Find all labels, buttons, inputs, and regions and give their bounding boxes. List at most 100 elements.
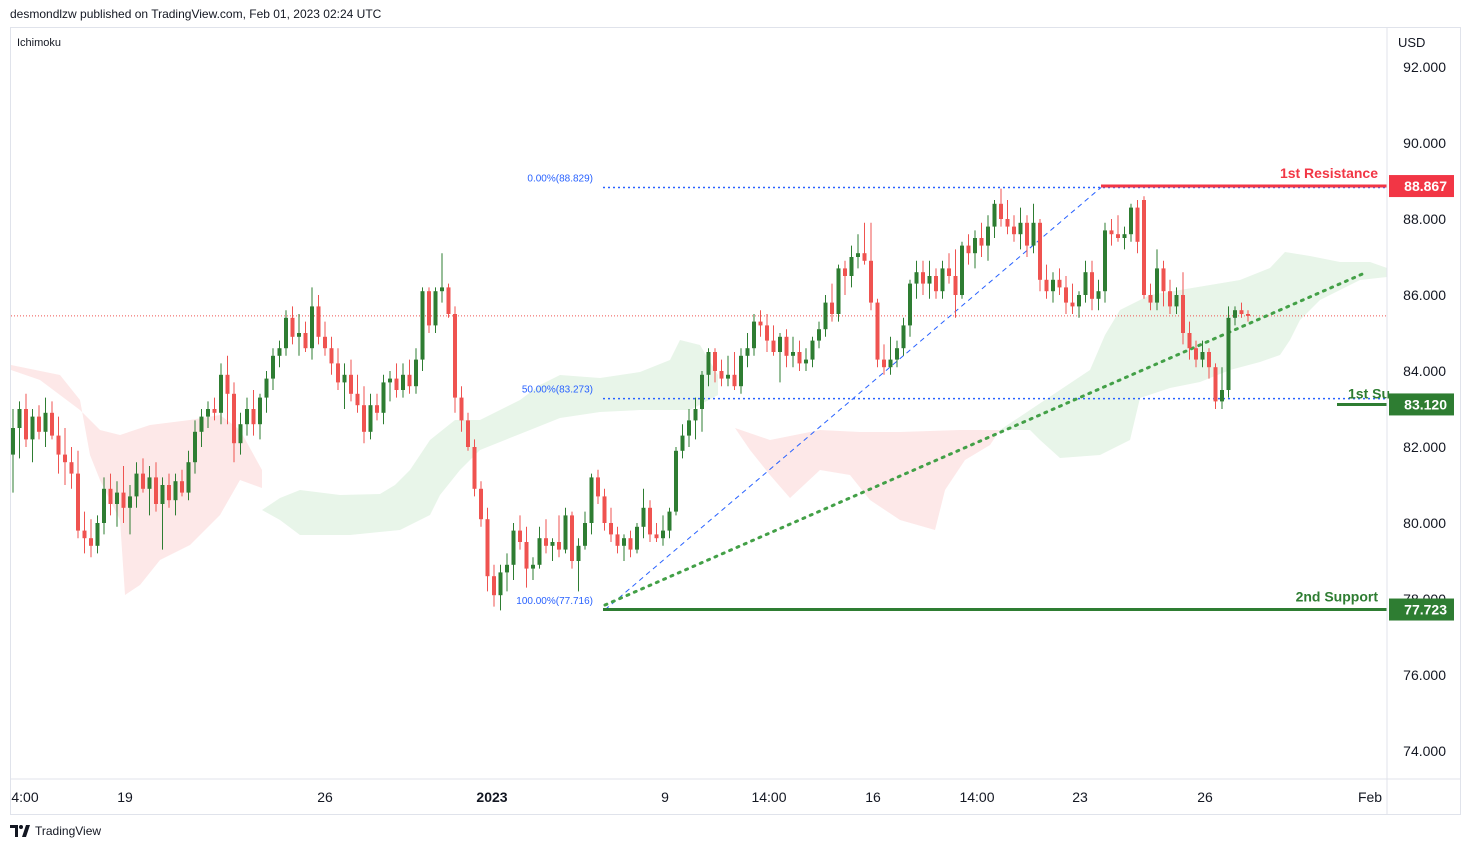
candle-body — [1155, 268, 1159, 303]
candle-body — [115, 492, 119, 504]
candle-up — [245, 397, 249, 436]
candle-up — [849, 245, 854, 288]
candle-down — [869, 222, 873, 311]
candle-down — [615, 526, 620, 554]
candle-down — [427, 287, 431, 333]
y-tick-label: 84.000 — [1403, 363, 1446, 379]
candle-down — [875, 298, 880, 368]
candle-down — [1064, 276, 1068, 314]
candle-down — [472, 439, 477, 497]
candle-body — [1168, 291, 1172, 307]
support-trendline — [603, 270, 1369, 607]
candle-down — [1057, 268, 1062, 295]
candle-down — [121, 466, 126, 523]
candle-body — [180, 481, 184, 493]
candle-body — [966, 245, 971, 254]
candle-up — [940, 260, 945, 299]
candle-down — [999, 188, 1003, 227]
candle-down — [167, 473, 171, 508]
candle-body — [427, 291, 431, 326]
candle-down — [953, 249, 958, 318]
candle-body — [1051, 279, 1055, 292]
candle-down — [1239, 302, 1244, 318]
candle-body — [511, 530, 516, 565]
tradingview-logo-icon[interactable] — [10, 824, 30, 838]
axis-currency-label: USD — [1398, 35, 1425, 50]
candle-body — [1220, 390, 1224, 402]
candle-up — [1077, 291, 1081, 318]
candle-up — [102, 477, 106, 535]
x-tick-label: 4:00 — [11, 789, 38, 805]
resistance-1-label: 1st Resistance — [1280, 165, 1378, 181]
candle-body — [310, 306, 314, 349]
candle-up — [1083, 260, 1088, 303]
candle-up — [401, 363, 405, 398]
chart-pane[interactable] — [10, 27, 1461, 815]
candle-down — [76, 450, 80, 539]
candle-body — [1129, 207, 1133, 235]
candle-body — [1213, 367, 1218, 402]
footer-brand[interactable]: TradingView — [35, 824, 102, 838]
candle-body — [1135, 207, 1140, 242]
candle-body — [927, 276, 932, 284]
candle-down — [602, 488, 607, 531]
candle-body — [271, 355, 275, 379]
candle-up — [1155, 249, 1159, 311]
candle-down — [232, 382, 236, 463]
candle-up — [901, 317, 906, 356]
candle-body — [459, 397, 464, 421]
candle-down — [375, 393, 379, 421]
candle-body — [375, 405, 379, 413]
candle-down — [557, 515, 561, 558]
candle-up — [973, 230, 977, 269]
price-badge-bg — [1389, 598, 1454, 621]
candle-body — [843, 268, 847, 276]
candle-body — [732, 374, 737, 387]
candle-body — [830, 302, 834, 314]
candle-up — [511, 523, 516, 580]
candle-body — [199, 416, 204, 432]
candle-body — [498, 572, 503, 596]
candle-body — [1005, 219, 1010, 227]
candle-body — [765, 325, 769, 341]
candle-up — [414, 348, 418, 394]
candle-body — [167, 485, 171, 501]
candle-body — [362, 405, 366, 432]
candle-up — [342, 363, 347, 409]
candle-up — [739, 348, 743, 394]
candle-body — [921, 272, 925, 284]
candle-up — [440, 253, 444, 303]
candle-down — [349, 359, 353, 402]
candle-body — [609, 523, 613, 535]
candle-down — [251, 390, 256, 436]
price-badge: 77.723 — [1389, 598, 1454, 621]
candle-body — [719, 371, 724, 379]
candle-body — [544, 538, 548, 546]
candle-body — [1226, 317, 1231, 390]
candle-up — [674, 447, 678, 516]
candle-down — [50, 401, 54, 440]
candle-body — [206, 409, 210, 417]
candle-body — [466, 420, 470, 447]
candle-body — [1233, 310, 1237, 318]
x-tick-label: 23 — [1072, 789, 1088, 805]
candle-down — [797, 340, 802, 371]
candle-down — [1012, 215, 1016, 242]
candle-up — [388, 371, 392, 402]
candle-body — [11, 428, 15, 455]
candle-up — [433, 287, 438, 333]
candle-body — [895, 348, 899, 360]
candle-body — [986, 226, 990, 246]
candle-down — [56, 416, 61, 474]
candle-body — [381, 382, 386, 413]
candle-body — [342, 374, 347, 383]
candle-up — [30, 409, 35, 463]
candle-body — [557, 542, 561, 550]
candle-body — [63, 454, 67, 463]
candle-body — [1057, 279, 1062, 288]
x-tick-label: 9 — [661, 789, 669, 805]
candle-body — [1064, 287, 1068, 303]
candle-body — [661, 530, 665, 539]
candle-body — [570, 515, 574, 561]
